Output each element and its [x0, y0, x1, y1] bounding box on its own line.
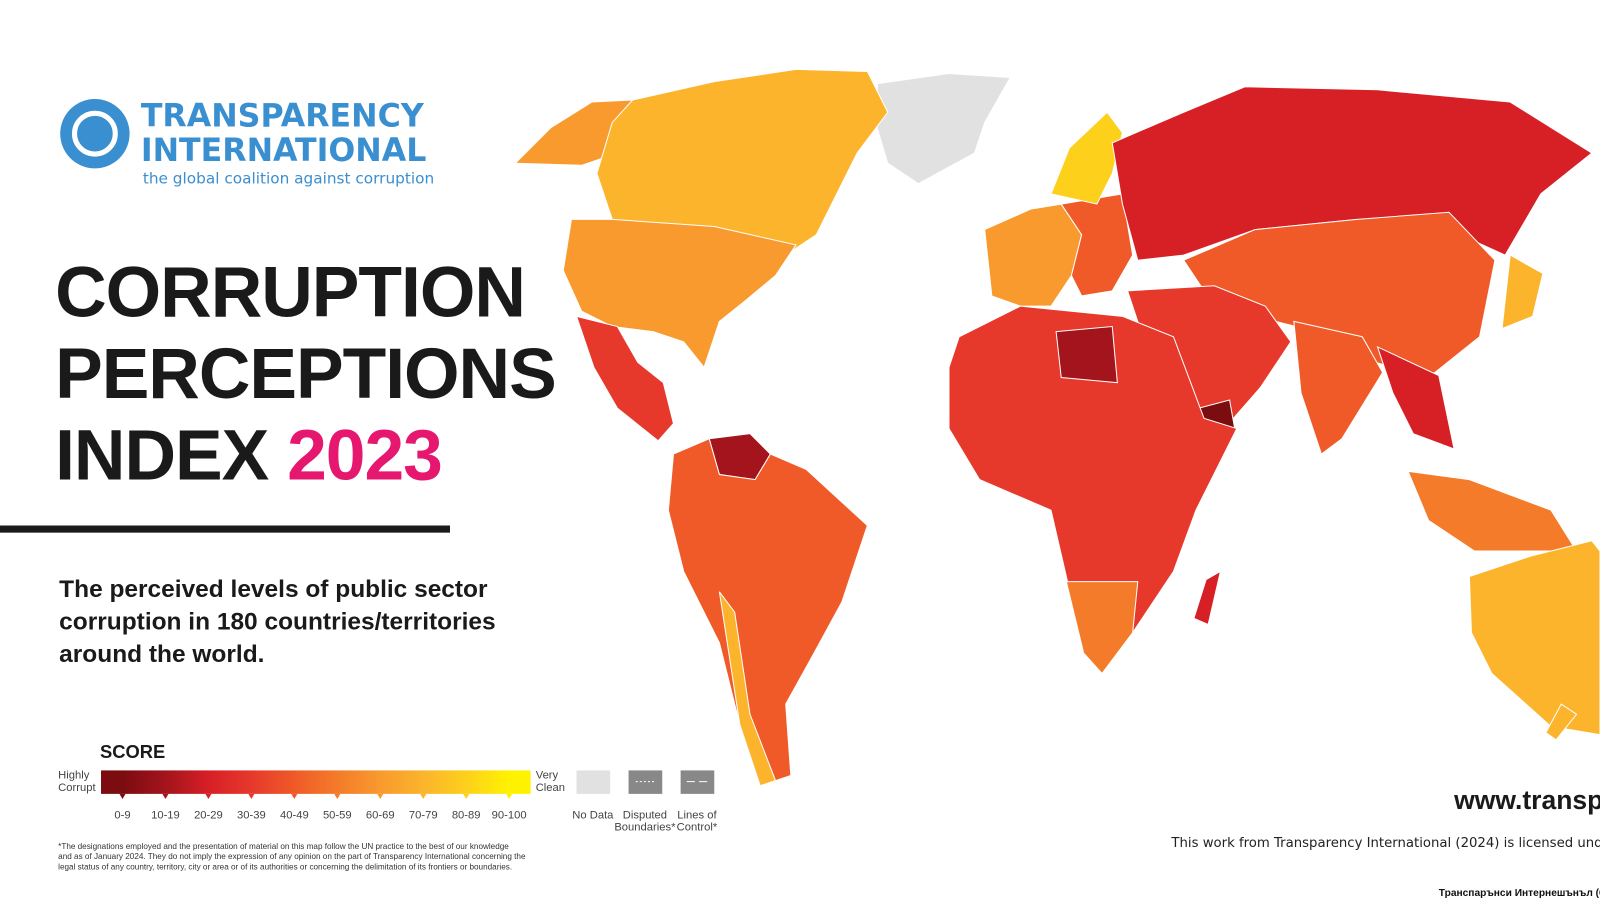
- legend-bin-label: 90-100: [492, 809, 527, 821]
- madagascar: [1193, 570, 1222, 626]
- subtitle-line: around the world.: [59, 641, 264, 668]
- new-zealand: [1545, 703, 1578, 741]
- libya: [1055, 325, 1118, 384]
- legend-loc-label: Lines of: [677, 809, 717, 821]
- legend-bin-label: 70-79: [409, 809, 438, 821]
- southern-africa: [1065, 581, 1139, 675]
- subtitle-line: corruption in 180 countries/territories: [59, 609, 495, 636]
- legend-bin-label: 10-19: [151, 809, 180, 821]
- scandinavia: [1050, 111, 1124, 205]
- japan: [1501, 254, 1544, 330]
- western-europe: [984, 203, 1083, 307]
- southeast-asia: [1376, 345, 1455, 450]
- legend-bin-pointer: [334, 793, 341, 799]
- legend-bin-label: 0-9: [114, 809, 130, 821]
- legend-bin-label: 60-69: [366, 809, 395, 821]
- website: www.transp: [1453, 785, 1600, 815]
- title-line: CORRUPTION: [55, 252, 525, 332]
- greenland: [874, 72, 1012, 185]
- legend-bin-pointer: [119, 793, 126, 799]
- legend-heading: SCORE: [100, 741, 165, 762]
- legend-bin-pointer: [162, 793, 169, 799]
- legend-loc-swatch: [680, 770, 715, 794]
- australia: [1468, 540, 1600, 736]
- world-map: [514, 68, 1600, 787]
- title-line: PERCEPTIONS: [55, 334, 556, 414]
- watermark-bg: [1433, 883, 1600, 900]
- legend-bin-pointer: [205, 793, 212, 799]
- south-america: [667, 438, 868, 787]
- title-word: INDEX: [55, 416, 269, 496]
- logo-line: INTERNATIONAL: [141, 133, 427, 169]
- title-line: INDEX 2023: [55, 416, 442, 496]
- footnote-line: and as of January 2024. They do not impl…: [58, 852, 526, 861]
- usa: [562, 218, 797, 369]
- legend-disputed-label: Boundaries*: [614, 822, 676, 834]
- legend-bin-pointer: [506, 793, 513, 799]
- russia: [1111, 86, 1593, 261]
- indonesia: [1407, 470, 1578, 552]
- legend-disputed-label: Disputed: [623, 809, 667, 821]
- logo-icon: [60, 98, 130, 169]
- legend-loc-label: Control*: [677, 822, 718, 834]
- legend-bin-pointer: [420, 793, 427, 799]
- title-year: 2023: [287, 416, 442, 496]
- legend-bin-label: 20-29: [194, 809, 223, 821]
- legend-no-data-label: No Data: [572, 809, 614, 821]
- legend-bin-label: 30-39: [237, 809, 266, 821]
- footnote-line: *The designations employed and the prese…: [58, 842, 509, 851]
- legend-bin-label: 40-49: [280, 809, 309, 821]
- legend-no-data-swatch: [576, 770, 611, 794]
- subtitle-line: The perceived levels of public sector: [59, 576, 488, 603]
- mexico: [575, 315, 675, 442]
- legend-bin-pointer: [248, 793, 255, 799]
- legend-low-label: Highly: [58, 770, 90, 782]
- legend-bin-label: 50-59: [323, 809, 352, 821]
- legend-bin-pointer: [463, 793, 470, 799]
- footnote: *The designations employed and the prese…: [58, 842, 526, 871]
- legend-colorbar: [101, 770, 531, 794]
- chile: [718, 591, 777, 787]
- watermark: Транспарънси Интернешънъл (©): [1439, 888, 1600, 899]
- license: This work from Transparency Internationa…: [1170, 836, 1600, 851]
- legend-bin-pointer: [377, 793, 384, 799]
- logo: TRANSPARENCY INTERNATIONAL the global co…: [60, 99, 434, 188]
- legend-bin-label: 80-89: [452, 809, 481, 821]
- legend-low-label: Corrupt: [58, 782, 96, 794]
- legend-bin-pointer: [291, 793, 298, 799]
- logo-tagline: the global coalition against corruption: [143, 170, 434, 188]
- logo-line: TRANSPARENCY: [141, 99, 425, 135]
- footnote-line: legal status of any country, territory, …: [58, 862, 512, 871]
- subtitle: The perceived levels of public sector cor…: [59, 576, 495, 668]
- legend-high-label: Very: [536, 770, 559, 782]
- divider: [0, 525, 450, 533]
- india: [1293, 320, 1384, 455]
- logo-icon-ring: [71, 110, 118, 157]
- legend-high-label: Clean: [536, 782, 565, 794]
